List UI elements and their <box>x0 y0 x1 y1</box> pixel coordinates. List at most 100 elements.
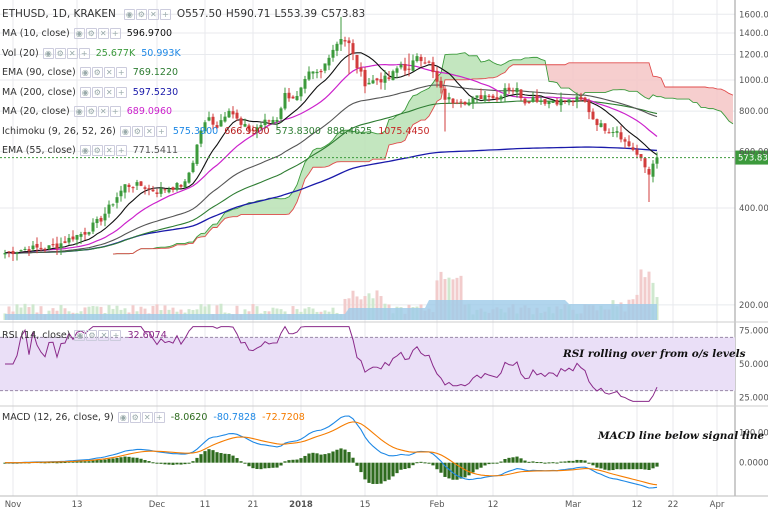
add-icon[interactable]: + <box>153 412 165 423</box>
settings-icon[interactable]: ⚙ <box>129 412 141 423</box>
settings-icon[interactable]: ⚙ <box>85 28 97 39</box>
macd-hist-bar <box>391 462 395 477</box>
settings-icon[interactable]: ⚙ <box>91 67 103 78</box>
add-icon[interactable]: + <box>78 47 90 59</box>
eye-icon[interactable]: ◉ <box>79 145 91 156</box>
candle-body <box>383 75 387 83</box>
rsi-buttons[interactable]: ◉ ⚙ ✕ + <box>74 330 122 341</box>
add-icon[interactable]: + <box>155 125 167 137</box>
candle-body <box>587 100 591 113</box>
close-icon[interactable]: ✕ <box>103 86 115 98</box>
candle <box>551 100 555 103</box>
settings-icon[interactable]: ⚙ <box>85 106 97 117</box>
close-icon[interactable]: ✕ <box>97 28 109 39</box>
cloud-segment <box>721 89 725 116</box>
macd-tick-label: 100.0000 <box>739 428 768 438</box>
indicator-buttons[interactable]: ◉ ⚙ ✕ + <box>79 86 127 98</box>
settings-icon[interactable]: ⚙ <box>91 86 103 98</box>
macd-hist-bar <box>267 462 271 469</box>
rsi-tick-label: 25.0000 <box>739 393 768 403</box>
candle <box>247 123 251 134</box>
candle-body <box>475 95 479 98</box>
eye-icon[interactable]: ◉ <box>79 67 91 78</box>
close-icon[interactable]: ✕ <box>147 8 159 20</box>
candle-body <box>91 222 95 232</box>
candle-body <box>431 62 435 73</box>
candle <box>319 68 323 79</box>
macd-hist-bar <box>259 462 263 470</box>
indicator-buttons[interactable]: ◉ ⚙ ✕ + <box>79 67 127 78</box>
candle <box>251 125 255 137</box>
macd-hist-bar <box>99 460 103 463</box>
settings-icon[interactable]: ⚙ <box>54 47 66 59</box>
indicator-buttons[interactable]: ◉ ⚙ ✕ + <box>79 145 127 156</box>
macd-buttons[interactable]: ◉ ⚙ ✕ + <box>117 412 165 423</box>
macd-hist-bar <box>159 462 163 464</box>
candle <box>7 251 11 258</box>
macd-hist-bar <box>351 457 355 463</box>
eye-icon[interactable]: ◉ <box>73 28 85 39</box>
ema90-line <box>4 100 658 254</box>
volume-bar <box>291 306 295 320</box>
indicator-buttons[interactable]: ◉ ⚙ ✕ + <box>42 47 90 59</box>
candle <box>511 87 515 95</box>
macd-hist-bar <box>271 462 275 468</box>
cloud-segment <box>373 132 377 160</box>
candle <box>139 181 143 187</box>
volume-bar <box>451 279 455 320</box>
candle <box>347 37 351 75</box>
close-icon[interactable]: ✕ <box>103 67 115 78</box>
cloud-segment <box>457 53 461 80</box>
eye-icon[interactable]: ◉ <box>123 8 135 20</box>
macd-tick-label: 0.0000 <box>739 459 768 469</box>
cloud-segment <box>377 133 381 160</box>
macd-hist-bar <box>639 462 643 470</box>
add-icon[interactable]: + <box>115 86 127 98</box>
candle-body <box>175 183 179 190</box>
eye-icon[interactable]: ◉ <box>73 106 85 117</box>
close-icon[interactable]: ✕ <box>103 145 115 156</box>
candle-body <box>11 251 15 255</box>
add-icon[interactable]: + <box>159 8 171 20</box>
macd-hist-bar <box>295 459 299 463</box>
add-icon[interactable]: + <box>110 330 122 341</box>
candle-body <box>123 184 127 193</box>
eye-icon[interactable]: ◉ <box>79 86 91 98</box>
macd-hist-bar <box>355 462 359 466</box>
cloud-segment <box>513 59 517 65</box>
indicator-buttons[interactable]: ◉ ⚙ ✕ + <box>73 106 121 117</box>
eye-icon[interactable]: ◉ <box>117 412 129 423</box>
candle-body <box>387 77 391 79</box>
settings-icon[interactable]: ⚙ <box>91 145 103 156</box>
close-icon[interactable]: ✕ <box>98 330 110 341</box>
add-icon[interactable]: + <box>109 28 121 39</box>
close-icon[interactable]: ✕ <box>66 47 78 59</box>
candle-body <box>99 217 103 222</box>
candle-body <box>631 147 635 150</box>
indicator-buttons[interactable]: ◉ ⚙ ✕ + <box>119 125 167 137</box>
add-icon[interactable]: + <box>115 67 127 78</box>
close-icon[interactable]: ✕ <box>141 412 153 423</box>
add-icon[interactable]: + <box>109 106 121 117</box>
add-icon[interactable]: + <box>115 145 127 156</box>
candle-body <box>139 181 143 186</box>
cloud-segment <box>629 62 633 92</box>
close-icon[interactable]: ✕ <box>97 106 109 117</box>
candle-body <box>87 232 91 235</box>
settings-icon[interactable]: ⚙ <box>86 330 98 341</box>
settings-icon[interactable]: ⚙ <box>135 8 147 20</box>
candle-body <box>7 251 11 253</box>
indicator-buttons[interactable]: ◉ ⚙ ✕ + <box>73 28 121 39</box>
header-buttons[interactable]: ◉ ⚙ ✕ + <box>123 8 171 20</box>
cloud-segment <box>317 148 321 168</box>
volume-bar <box>7 306 11 320</box>
eye-icon[interactable]: ◉ <box>74 330 86 341</box>
settings-icon[interactable]: ⚙ <box>131 125 143 137</box>
eye-icon[interactable]: ◉ <box>42 47 54 59</box>
eye-icon[interactable]: ◉ <box>119 125 131 137</box>
macd-hist-bar <box>403 462 407 469</box>
ma20-line <box>4 63 658 254</box>
macd-hist-bar <box>67 461 71 463</box>
close-icon[interactable]: ✕ <box>143 125 155 137</box>
